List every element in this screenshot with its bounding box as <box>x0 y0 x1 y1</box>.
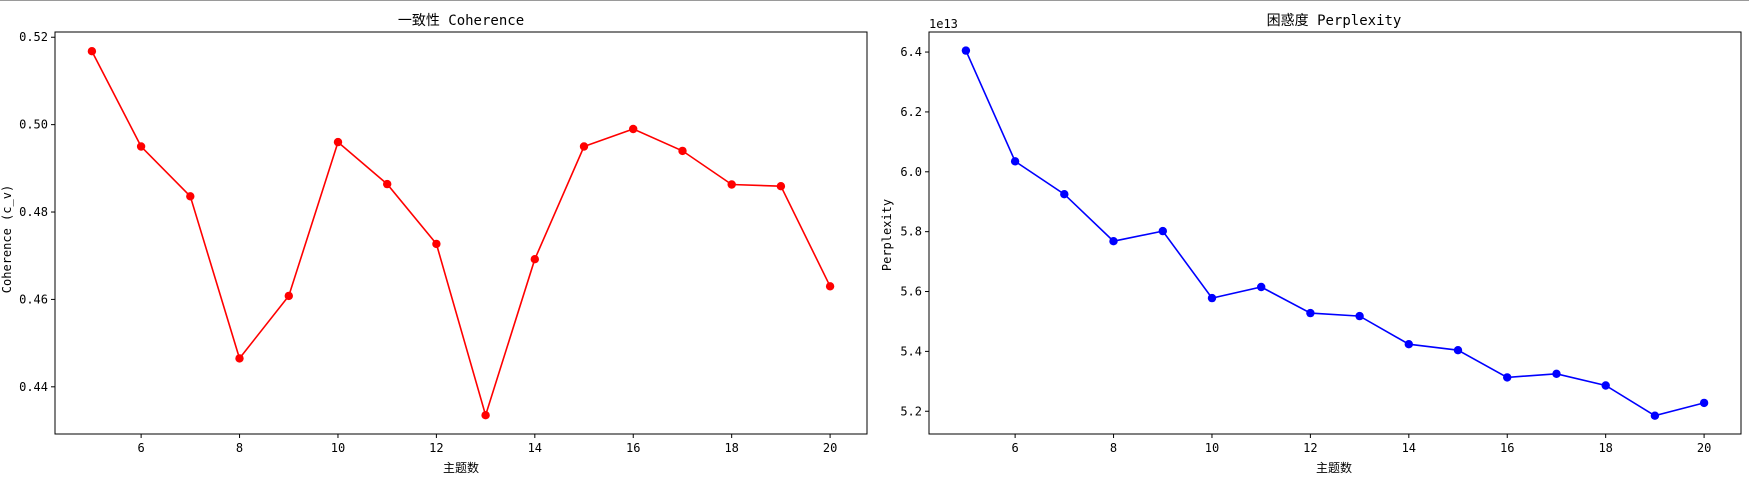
coherence-data-point <box>481 411 490 420</box>
coherence-chart-title: 一致性 Coherence <box>398 13 524 29</box>
coherence-data-point <box>383 179 392 189</box>
coherence-series-line <box>91 50 831 418</box>
coherence-y-tick-label: 0.44 <box>19 380 48 394</box>
coherence-y-ticks: 0.44 0.46 0.48 0.50 0.52 <box>19 30 55 394</box>
perplexity-y-tick-label: 5.2 <box>900 404 922 418</box>
perplexity-x-tick-label: 12 <box>1303 441 1317 455</box>
coherence-x-tick-label: 12 <box>429 441 443 455</box>
perplexity-x-tick-label: 10 <box>1205 441 1219 455</box>
coherence-x-tick-label: 16 <box>626 441 640 455</box>
coherence-data-point <box>235 354 244 363</box>
perplexity-data-point <box>1601 381 1610 390</box>
coherence-x-tick-label: 20 <box>823 441 837 455</box>
perplexity-x-tick-label: 20 <box>1697 441 1711 455</box>
perplexity-series-blue <box>961 46 1709 420</box>
coherence-x-tick-label: 14 <box>528 441 542 455</box>
perplexity-y-tick-label: 5.4 <box>900 344 922 358</box>
coherence-data-point <box>87 47 97 56</box>
perplexity-data-point <box>1207 293 1217 303</box>
perplexity-data-point <box>1257 282 1266 292</box>
coherence-plot-frame <box>54 31 868 435</box>
coherence-data-point <box>333 137 343 147</box>
perplexity-series-line <box>965 50 1705 417</box>
perplexity-data-point <box>1503 373 1512 382</box>
perplexity-data-point <box>1306 308 1315 318</box>
perplexity-y-tick-label: 6.0 <box>900 165 922 179</box>
perplexity-chart-title: 困惑度 Perplexity <box>1267 13 1402 29</box>
coherence-chart: 一致性 Coherence 6 8 10 12 14 16 18 20 0.440.460.4… <box>0 13 868 475</box>
perplexity-x-tick-label: 16 <box>1500 441 1514 455</box>
perplexity-y-tick-label: 6.2 <box>900 105 922 119</box>
perplexity-data-point <box>1699 398 1709 408</box>
coherence-x-tick-label: 18 <box>724 441 738 455</box>
coherence-x-ticks: 6 8 10 12 14 16 18 20 <box>138 434 837 455</box>
perplexity-y-ticks: 5.2 5.4 5.6 5.8 6.0 6.2 6.4 <box>900 45 929 418</box>
coherence-data-point <box>432 239 441 249</box>
coherence-y-tick-label: 0.52 <box>19 30 48 44</box>
perplexity-data-point <box>1453 346 1463 355</box>
coherence-data-point <box>825 282 835 291</box>
coherence-x-tick-label: 10 <box>331 441 345 455</box>
perplexity-plot-frame <box>928 31 1742 435</box>
coherence-x-axis-label: 主题数 <box>443 460 479 475</box>
perplexity-x-tick-label: 6 <box>1012 441 1019 455</box>
perplexity-data-point <box>1552 369 1561 378</box>
perplexity-chart: 困惑度 Perplexity 1e13 6 8 10 12 14 16 18 20 5.25.… <box>880 13 1742 475</box>
coherence-data-point <box>579 142 589 151</box>
perplexity-x-tick-label: 14 <box>1402 441 1416 455</box>
coherence-data-point <box>530 255 539 264</box>
coherence-y-axis-label: Coherence (c_v) <box>0 185 14 293</box>
perplexity-data-point <box>1650 411 1660 420</box>
coherence-data-point <box>284 291 293 301</box>
perplexity-data-point <box>1109 237 1118 246</box>
perplexity-y-axis-label: Perplexity <box>880 199 894 271</box>
window-top-border <box>0 0 1749 1</box>
perplexity-y-tick-label: 5.6 <box>900 285 922 299</box>
perplexity-data-point <box>961 46 971 55</box>
perplexity-y-tick-label: 5.8 <box>900 225 922 239</box>
perplexity-offset-text: 1e13 <box>929 17 958 31</box>
perplexity-x-tick-label: 8 <box>1110 441 1117 455</box>
coherence-x-tick-label: 6 <box>138 441 145 455</box>
perplexity-x-tick-label: 18 <box>1598 441 1612 455</box>
coherence-y-tick-label: 0.50 <box>19 118 48 132</box>
coherence-data-point <box>678 146 687 156</box>
perplexity-x-axis-label: 主题数 <box>1316 460 1352 475</box>
coherence-data-point <box>776 182 786 191</box>
perplexity-x-ticks: 6 8 10 12 14 16 18 20 <box>1012 434 1711 455</box>
perplexity-data-point <box>1060 190 1069 199</box>
perplexity-data-point <box>1355 311 1364 321</box>
perplexity-data-point <box>1158 226 1168 236</box>
perplexity-data-point <box>1404 340 1414 349</box>
perplexity-data-point <box>1010 157 1020 166</box>
coherence-data-point <box>186 192 195 201</box>
coherence-series-red <box>87 47 835 420</box>
coherence-data-point <box>629 124 638 134</box>
coherence-data-point <box>136 142 146 151</box>
coherence-data-point <box>727 180 736 189</box>
coherence-y-tick-label: 0.46 <box>19 292 48 306</box>
perplexity-y-tick-label: 6.4 <box>900 45 922 59</box>
coherence-y-tick-label: 0.48 <box>19 205 48 219</box>
coherence-x-tick-label: 8 <box>236 441 243 455</box>
